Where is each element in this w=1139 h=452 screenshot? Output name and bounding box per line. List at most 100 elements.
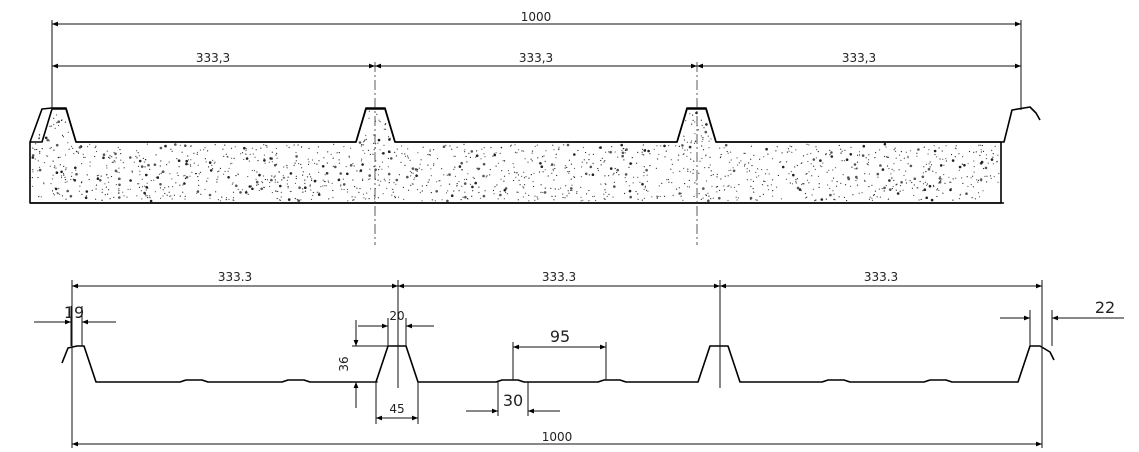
speckle xyxy=(862,144,866,148)
speckle xyxy=(94,146,96,149)
dim-rib-base-width: 45 xyxy=(375,382,419,424)
speckle xyxy=(295,151,297,154)
speckle xyxy=(417,168,419,171)
speckle xyxy=(398,174,400,176)
speckle xyxy=(922,190,924,192)
speckle xyxy=(456,185,458,187)
speckle xyxy=(916,187,918,189)
speckle xyxy=(439,180,441,182)
speckle xyxy=(991,149,993,151)
speckle xyxy=(748,162,750,164)
speckle xyxy=(680,192,682,194)
speckle xyxy=(503,198,505,200)
speckle xyxy=(502,160,504,162)
speckle xyxy=(441,168,443,170)
speckle xyxy=(450,194,454,197)
speckle xyxy=(874,190,877,192)
speckle xyxy=(723,189,726,191)
speckle xyxy=(486,175,488,177)
speckle xyxy=(75,172,78,176)
speckle xyxy=(441,199,443,201)
speckle xyxy=(308,173,311,175)
speckle xyxy=(588,174,590,176)
speckle xyxy=(925,171,927,173)
speckle xyxy=(552,170,555,172)
speckle xyxy=(326,162,328,164)
speckle xyxy=(190,145,192,147)
speckle xyxy=(306,176,309,178)
speckle xyxy=(905,182,908,184)
speckle xyxy=(277,181,279,183)
speckle xyxy=(326,172,328,174)
speckle xyxy=(460,169,463,171)
speckle xyxy=(623,148,625,150)
speckle xyxy=(941,150,943,152)
speckle xyxy=(467,198,469,200)
speckle xyxy=(894,147,896,149)
speckle xyxy=(573,167,576,170)
speckle xyxy=(115,184,117,186)
speckle xyxy=(362,178,364,180)
speckle xyxy=(687,170,689,172)
speckle xyxy=(592,162,594,164)
speckle xyxy=(289,190,291,193)
speckle xyxy=(851,166,853,168)
speckle xyxy=(531,152,533,154)
speckle xyxy=(38,166,41,168)
dim-bottom-spacing-1-label: 333.3 xyxy=(218,270,252,284)
speckle xyxy=(716,186,719,188)
speckle xyxy=(611,146,613,148)
speckle xyxy=(761,168,763,171)
speckle xyxy=(789,145,791,147)
speckle xyxy=(977,181,979,183)
dim-rib-height: 36 xyxy=(337,320,390,408)
speckle xyxy=(426,184,428,187)
speckle xyxy=(376,113,378,115)
speckle xyxy=(418,167,420,169)
speckle xyxy=(737,197,739,199)
speckle xyxy=(898,154,901,156)
speckle xyxy=(700,198,702,200)
speckle xyxy=(736,157,738,159)
speckle xyxy=(59,193,61,195)
speckle xyxy=(708,195,710,197)
speckle xyxy=(108,156,110,158)
speckle xyxy=(113,160,115,162)
speckle xyxy=(273,163,277,167)
speckle xyxy=(973,151,975,153)
speckle xyxy=(961,177,963,179)
speckle xyxy=(730,173,732,175)
speckle xyxy=(383,178,385,180)
speckle xyxy=(77,152,80,154)
speckle xyxy=(876,196,878,198)
speckle xyxy=(263,158,265,160)
speckle xyxy=(522,196,525,198)
speckle xyxy=(716,191,718,193)
speckle xyxy=(806,153,808,155)
speckle xyxy=(44,136,48,140)
speckle xyxy=(637,198,639,200)
speckle xyxy=(340,184,342,186)
speckle xyxy=(516,152,518,154)
speckle xyxy=(748,170,751,172)
speckle xyxy=(392,188,394,190)
speckle xyxy=(232,191,235,193)
speckle xyxy=(806,173,808,175)
speckle xyxy=(294,162,296,164)
speckle xyxy=(517,174,520,176)
speckle xyxy=(886,156,889,158)
speckle xyxy=(776,186,778,188)
speckle xyxy=(700,135,703,137)
speckle xyxy=(955,177,957,179)
speckle xyxy=(36,148,38,151)
speckle xyxy=(641,153,643,155)
speckle xyxy=(938,147,940,149)
speckle xyxy=(183,175,185,177)
speckle xyxy=(935,156,938,158)
speckle xyxy=(643,166,645,168)
speckle xyxy=(608,151,610,153)
speckle xyxy=(243,158,245,161)
speckle xyxy=(233,157,235,159)
speckle xyxy=(620,143,623,147)
speckle xyxy=(166,194,168,196)
